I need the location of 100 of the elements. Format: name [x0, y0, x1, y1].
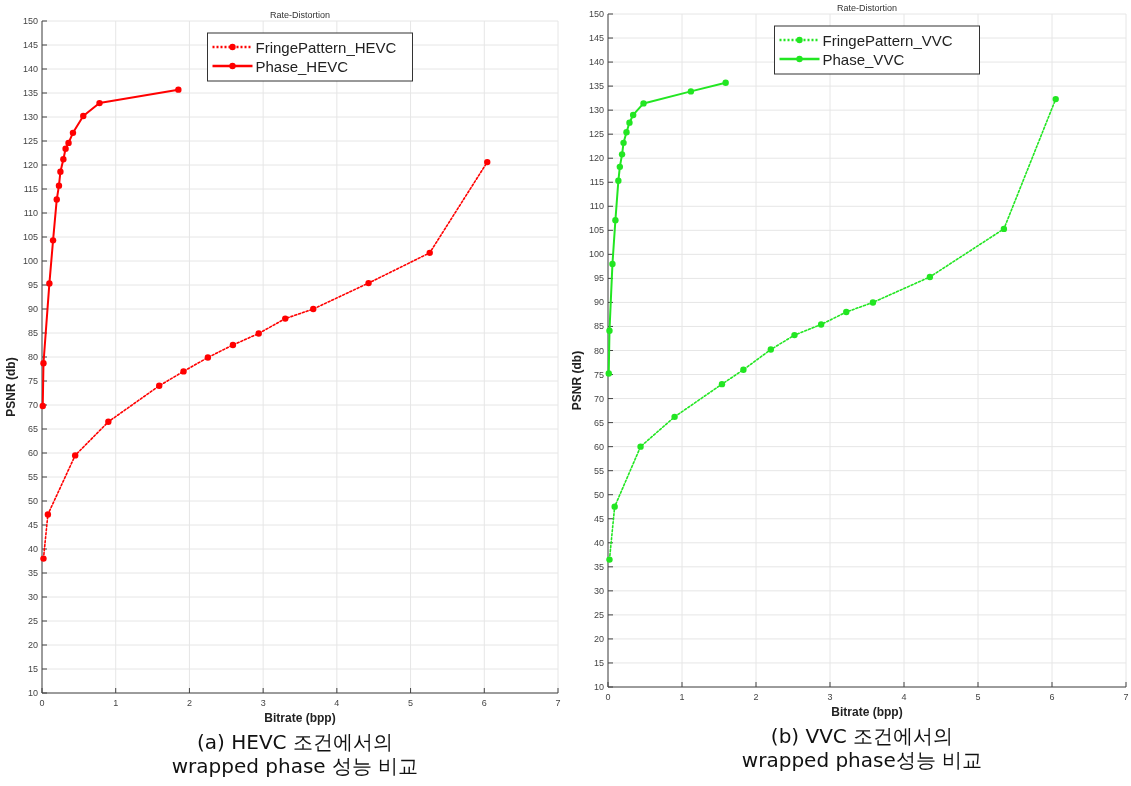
- y-tick-label: 25: [593, 609, 604, 620]
- y-tick-label: 40: [27, 544, 38, 554]
- point: [69, 129, 77, 137]
- point: [53, 196, 60, 203]
- point: [611, 503, 618, 510]
- y-tick-label: 80: [27, 352, 38, 362]
- point: [44, 511, 52, 518]
- point: [40, 555, 47, 562]
- y-tick-label: 120: [588, 153, 604, 164]
- y-tick-label: 45: [27, 520, 38, 530]
- x-tick-label: 2: [753, 692, 759, 702]
- point: [767, 346, 774, 353]
- point: [926, 273, 934, 281]
- point: [62, 145, 69, 152]
- point: [65, 139, 72, 147]
- point: [204, 354, 212, 361]
- x-tick-label: 0: [39, 698, 45, 708]
- point: [1000, 225, 1008, 233]
- y-tick-label: 130: [22, 112, 38, 122]
- legend-label: FringePattern_VVC: [822, 31, 953, 49]
- y-tick-label: 15: [593, 657, 604, 668]
- point: [606, 327, 613, 334]
- point: [637, 443, 644, 450]
- y-tick-label: 45: [593, 513, 604, 524]
- point: [618, 151, 626, 158]
- y-tick-label: 75: [593, 369, 604, 380]
- point: [687, 88, 695, 95]
- x-tick-label: 6: [481, 698, 487, 708]
- point: [626, 119, 633, 126]
- x-tick-label: 1: [113, 698, 119, 708]
- x-axis-title: Bitrate (bpp): [264, 711, 336, 725]
- y-axis-title: PSNR (db): [4, 357, 18, 417]
- point: [869, 299, 877, 306]
- x-tick-label: 4: [901, 692, 907, 702]
- y-tick-label: 20: [27, 640, 38, 650]
- y-tick-label: 105: [588, 225, 604, 236]
- point: [310, 305, 317, 313]
- point: [175, 86, 182, 93]
- point: [671, 413, 678, 421]
- y-tick-label: 95: [593, 273, 604, 284]
- y-tick-label: 130: [588, 105, 604, 116]
- y-tick-label: 50: [27, 496, 38, 506]
- x-tick-label: 2: [186, 698, 192, 708]
- y-tick-label: 15: [27, 664, 38, 674]
- point: [629, 111, 637, 119]
- y-tick-label: 100: [588, 249, 604, 260]
- y-tick-label: 60: [593, 441, 604, 452]
- point: [229, 341, 237, 349]
- y-tick-label: 30: [593, 585, 604, 596]
- y-tick-label: 85: [27, 328, 38, 338]
- point: [80, 112, 87, 120]
- y-tick-label: 35: [593, 561, 604, 572]
- y-tick-label: 35: [27, 568, 38, 578]
- point: [623, 129, 630, 136]
- x-tick-label: 3: [827, 692, 833, 702]
- y-tick-label: 105: [22, 232, 38, 242]
- y-tick-label: 20: [593, 633, 604, 644]
- y-tick-label: 50: [593, 489, 604, 500]
- point: [49, 237, 57, 244]
- point: [817, 321, 825, 328]
- point: [40, 360, 47, 367]
- y-tick-label: 100: [22, 256, 38, 266]
- point: [606, 556, 613, 563]
- y-tick-label: 90: [27, 304, 38, 314]
- point: [843, 308, 850, 316]
- point: [39, 402, 46, 410]
- y-tick-label: 10: [593, 682, 604, 692]
- point: [96, 99, 103, 107]
- point: [1052, 95, 1059, 103]
- x-axis-title: Bitrate (bpp): [831, 705, 903, 719]
- legend-label: Phase_VVC: [822, 50, 905, 68]
- point: [57, 168, 64, 175]
- legend-label: Phase_HEVC: [255, 57, 349, 75]
- x-tick-label: 0: [605, 692, 611, 702]
- y-tick-label: 10: [27, 688, 38, 698]
- y-tick-label: 115: [23, 184, 38, 194]
- y-tick-label: 75: [27, 376, 38, 386]
- point: [255, 330, 262, 337]
- point: [740, 366, 747, 373]
- point: [791, 331, 798, 339]
- point: [615, 177, 622, 185]
- point: [718, 380, 726, 388]
- chart-title: Rate-Distortion: [269, 10, 331, 20]
- text: (b) VVC 조건에서의: [770, 724, 954, 748]
- y-tick-label: 30: [27, 592, 38, 602]
- y-tick-label: 70: [593, 393, 604, 404]
- point: [180, 368, 187, 375]
- point: [612, 217, 619, 224]
- y-tick-label: 115: [589, 177, 604, 188]
- y-tick-label: 110: [589, 201, 604, 212]
- point: [46, 280, 53, 287]
- x-tick-label: 5: [408, 698, 414, 708]
- legend-label: FringePattern_HEVC: [255, 38, 397, 56]
- y-tick-label: 25: [27, 616, 38, 626]
- y-tick-label: 65: [593, 417, 604, 428]
- y-tick-label: 70: [27, 400, 38, 410]
- point: [60, 156, 67, 163]
- y-tick-label: 65: [27, 424, 38, 434]
- y-tick-label: 55: [27, 472, 38, 482]
- point: [616, 163, 624, 171]
